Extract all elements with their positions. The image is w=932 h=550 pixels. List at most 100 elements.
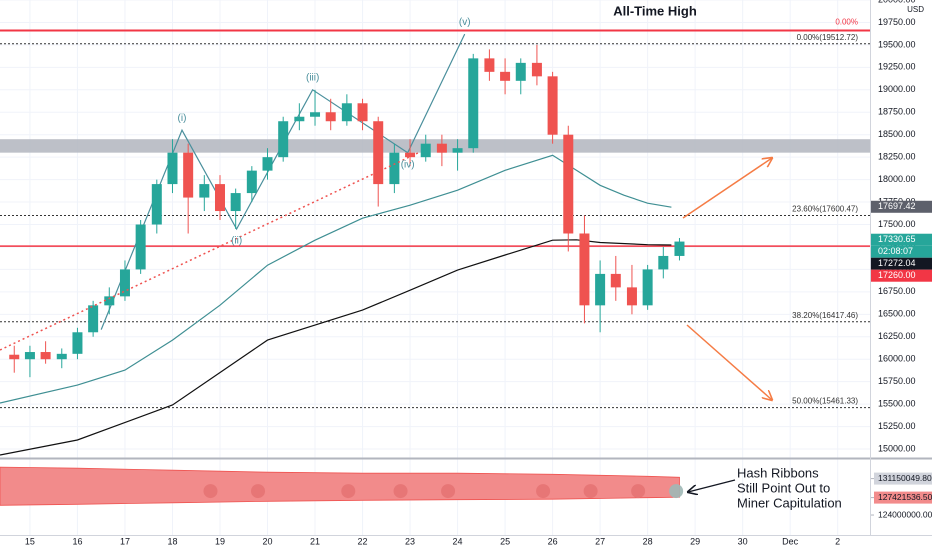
wave-label: (iii)	[306, 72, 319, 83]
y-tick-label: 16500.00	[878, 309, 916, 319]
capitulation-dot	[583, 484, 598, 499]
x-tick-label: 24	[453, 536, 463, 546]
y-tick-label: 18000.00	[878, 174, 916, 184]
price-badge-label: 17260.00	[878, 270, 916, 280]
indicator-badge	[874, 491, 932, 504]
capitulation-dot	[341, 484, 356, 499]
price-badge-label: 17330.65	[878, 234, 916, 244]
candle-body	[642, 269, 653, 306]
y-tick-label: 15500.00	[878, 398, 916, 408]
capitulation-dot	[631, 484, 646, 499]
x-tick-label: 30	[738, 536, 748, 546]
candle-body	[199, 184, 210, 198]
annotation-text: Hash Ribbons	[737, 465, 819, 480]
x-tick-label: 23	[405, 536, 415, 546]
candle-body	[9, 354, 20, 360]
candle-body	[436, 143, 447, 153]
fib-label: 0.00%(19512.72)	[797, 33, 859, 42]
candle-body	[72, 332, 83, 354]
candle-body	[310, 112, 321, 117]
fib-label: 50.00%(15461.33)	[792, 397, 858, 406]
candle-body	[151, 184, 162, 225]
x-tick-label: 22	[358, 536, 368, 546]
candle-body	[135, 224, 146, 270]
y-tick-label: 15000.00	[878, 443, 916, 453]
price-badge	[871, 245, 932, 258]
candle-body	[468, 58, 479, 149]
capitulation-dot	[203, 484, 218, 499]
x-tick-label: 20	[263, 536, 273, 546]
annotation-text: Miner Capitulation	[737, 495, 842, 510]
price-badge-label: 02:08:07	[878, 246, 913, 256]
x-tick-label: Dec	[782, 536, 799, 546]
price-badge-label: 17272.04	[878, 258, 916, 268]
candle-body	[88, 305, 99, 333]
fib-label: 0.00%	[835, 18, 858, 27]
price-badge	[871, 269, 932, 282]
x-tick-label: 29	[690, 536, 700, 546]
resistance-zone	[0, 139, 870, 153]
capitulation-dot	[441, 484, 456, 499]
x-tick-label: 18	[167, 536, 177, 546]
x-tick-label: 25	[500, 536, 510, 546]
candle-body	[595, 273, 606, 306]
x-tick-label: 28	[643, 536, 653, 546]
indicator-badge	[874, 472, 932, 485]
moving-average	[0, 154, 672, 404]
wave-label: (v)	[459, 17, 471, 28]
wave-label: (ii)	[231, 236, 242, 247]
x-tick-label: 16	[72, 536, 82, 546]
candle-body	[246, 170, 257, 194]
chart-title: All-Time High	[613, 3, 697, 18]
y-tick-label: 19000.00	[878, 84, 916, 94]
candle-body	[278, 121, 289, 158]
candle-body	[341, 103, 352, 122]
candle-body	[531, 62, 542, 77]
y-tick-label: 18250.00	[878, 152, 916, 162]
candle-body	[547, 76, 558, 135]
candle-body	[230, 193, 241, 212]
candle-body	[515, 62, 526, 81]
y-tick-label: 19500.00	[878, 39, 916, 49]
candle-body	[325, 112, 336, 122]
y-tick-label: 19250.00	[878, 62, 916, 72]
price-badge	[871, 257, 932, 270]
candle-body	[452, 148, 463, 153]
price-badge-label: 17697.42	[878, 201, 916, 211]
wave-label: (iv)	[401, 159, 415, 170]
x-tick-label: 26	[548, 536, 558, 546]
y-tick-label: 19750.00	[878, 17, 916, 27]
y-tick-label: 16000.00	[878, 354, 916, 364]
indicator-tick-label: 127421536.50	[878, 492, 932, 502]
plot-area	[0, 0, 870, 458]
moving-average	[0, 239, 672, 456]
candle-body	[405, 152, 416, 158]
capitulation-dot	[393, 484, 408, 499]
candle-body	[658, 255, 669, 270]
candle-body	[40, 352, 51, 360]
indicator-tick-label: 131150049.80	[878, 473, 932, 483]
y-tick-label: 20000.00	[878, 0, 916, 4]
trend-line	[0, 151, 421, 351]
candle-body	[214, 184, 225, 212]
y-tick-label: 18750.00	[878, 107, 916, 117]
candle-body	[610, 273, 621, 288]
candle-body	[484, 58, 495, 72]
y-tick-label: 15750.00	[878, 376, 916, 386]
candle-body	[373, 121, 384, 185]
price-badge	[871, 233, 932, 246]
candle-body	[389, 152, 400, 185]
y-tick-label: 15250.00	[878, 421, 916, 431]
capitulation-dot	[251, 484, 266, 499]
fib-label: 23.60%(17600.47)	[792, 205, 858, 214]
candle-body	[500, 71, 511, 81]
capitulation-dot	[669, 484, 684, 499]
candle-body	[357, 103, 368, 122]
candle-body	[167, 152, 178, 185]
currency-label: USD	[907, 5, 924, 14]
y-tick-label: 18500.00	[878, 129, 916, 139]
annotation-arrow	[688, 479, 736, 492]
x-tick-label: 2	[835, 536, 840, 546]
candle-body	[674, 241, 685, 256]
